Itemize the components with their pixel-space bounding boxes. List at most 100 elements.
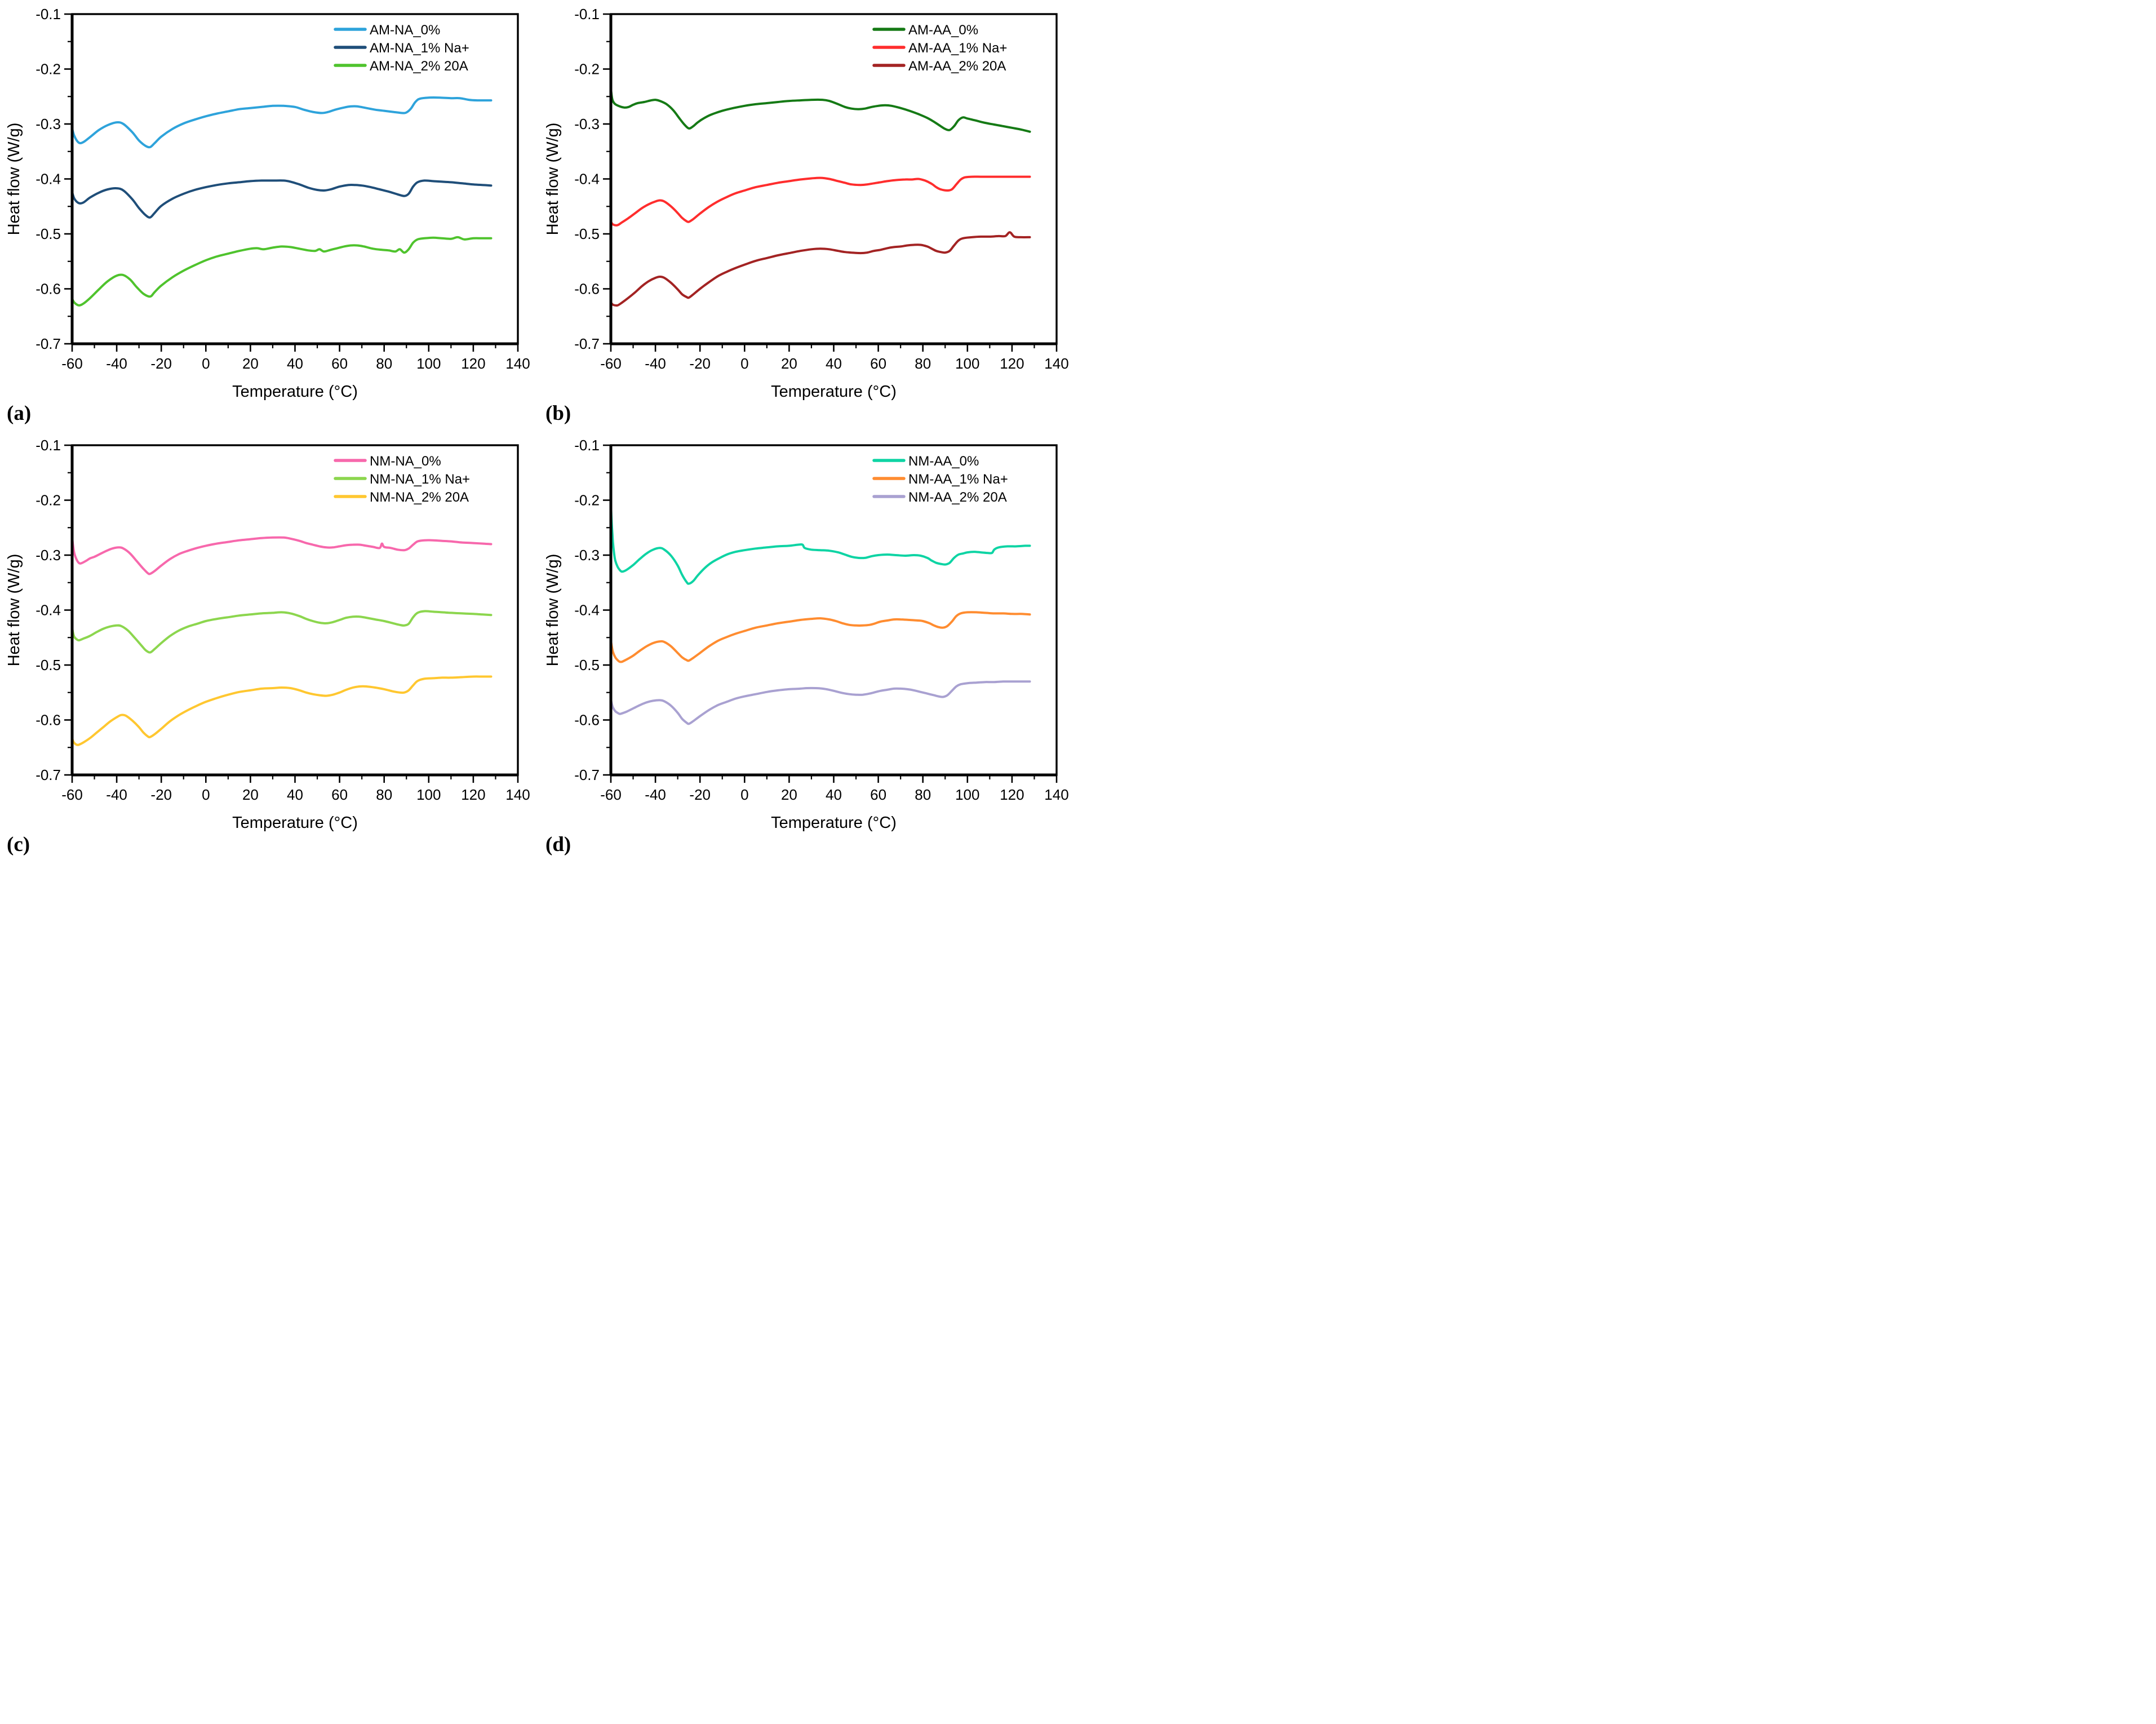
legend: AM-AA_0% AM-AA_1% Na+ AM-AA_2% 20A [872,23,1007,74]
y-tick-label: -0.2 [574,61,600,78]
dsc-chart: -60 -40 -20 0 20 40 60 80 100 120 140 Temperature (… [539,0,1077,431]
y-tick-label: -0.2 [36,492,61,509]
series-line-am-aa-1-na [610,175,1031,227]
legend-label: AM-AA_2% 20A [908,59,1006,74]
series-line-am-aa-2-20a [610,231,1031,307]
legend-item-nm-na-2-20a: NM-NA_2% 20A [334,490,469,505]
x-tick-label: -60 [61,786,83,803]
x-tick-label: 20 [781,355,797,372]
chart-background [539,431,1077,862]
legend-item-am-na-2-20a: AM-NA_2% 20A [334,59,468,74]
x-tick-label: -60 [61,355,83,372]
x-tick-label: 0 [740,355,748,372]
chart-nm-na: -60 -40 -20 0 20 40 60 80 100 120 140 Temperature (… [0,431,539,862]
legend-label: AM-NA_0% [370,23,440,38]
y-tick-label: -0.2 [36,61,61,78]
x-tick-label: 140 [505,355,530,372]
panel-letter-d: (d) [545,833,571,856]
series-line-am-na-0 [71,96,493,149]
y-tick-label: -0.3 [36,116,61,132]
x-tick-label: -60 [600,355,622,372]
y-tick-label: -0.2 [574,492,600,509]
series-line-nm-aa-1-na [610,611,1031,663]
y-tick-label: -0.1 [574,6,600,23]
y-tick-label: -0.1 [36,6,61,23]
y-tick-label: -0.5 [36,225,61,242]
chart-am-aa: -60 -40 -20 0 20 40 60 80 100 120 140 Temperature (… [539,0,1077,431]
x-tick-label: -20 [150,786,172,803]
series-group [610,500,1031,725]
series-line-am-na-1-na [71,179,493,219]
chart-am-na: -60 -40 -20 0 20 40 60 80 100 120 140 Temperature (… [0,0,539,431]
y-tick-label: -0.5 [574,225,600,242]
series-group [71,536,493,746]
x-tick-label: -40 [106,786,127,803]
dsc-chart: -60 -40 -20 0 20 40 60 80 100 120 140 Temperature (… [0,431,539,862]
x-tick-label: 0 [740,786,748,803]
y-tick-label: -0.4 [574,171,600,188]
y-axis: -0.1 -0.2 -0.3 -0.4 -0.5 -0.6 -0.7 Heat flow (W… [544,437,611,783]
x-tick-label: 40 [287,355,303,372]
panel-letter-a: (a) [7,402,32,425]
y-tick-label: -0.6 [574,712,600,729]
chart-background [539,0,1077,431]
series-line-nm-na-0 [71,536,493,575]
x-tick-label: 0 [202,355,210,372]
legend-item-am-aa-0: AM-AA_0% [872,23,978,38]
y-tick-label: -0.6 [36,281,61,298]
y-tick-label: -0.5 [574,657,600,673]
x-axis-title: Temperature (°C) [771,814,897,832]
series-group [71,96,493,307]
y-axis-title: Heat flow (W/g) [5,123,23,236]
x-tick-label: 60 [331,786,348,803]
x-tick-label: -40 [645,786,666,803]
x-tick-label: -20 [689,355,711,372]
panel-d: -60 -40 -20 0 20 40 60 80 100 120 140 Temperature (… [539,431,1078,862]
series-line-nm-na-2-20a [71,675,493,746]
x-tick-label: 40 [826,786,842,803]
x-tick-label: 100 [955,355,979,372]
legend-label: NM-AA_0% [908,454,979,469]
x-tick-label: 60 [331,355,348,372]
x-tick-label: 80 [376,786,392,803]
y-tick-label: -0.3 [574,547,600,564]
legend-item-nm-na-1-na: NM-NA_1% Na+ [334,472,470,487]
x-axis: -60 -40 -20 0 20 40 60 80 100 120 140 Temperature (… [600,775,1069,832]
y-tick-label: -0.3 [36,547,61,564]
y-tick-label: -0.3 [574,116,600,132]
legend-label: NM-NA_1% Na+ [370,472,470,487]
dsc-chart: -60 -40 -20 0 20 40 60 80 100 120 140 Temperature (… [0,0,539,431]
legend-label: AM-NA_1% Na+ [370,41,469,56]
x-tick-label: 80 [915,355,931,372]
legend-item-am-aa-2-20a: AM-AA_2% 20A [872,59,1006,74]
x-tick-label: 100 [955,786,979,803]
legend-label: NM-AA_1% Na+ [908,472,1008,487]
legend-label: NM-NA_2% 20A [370,490,469,505]
x-tick-label: 80 [376,355,392,372]
y-tick-label: -0.1 [36,437,61,454]
legend-label: AM-AA_0% [908,23,978,38]
legend: NM-AA_0% NM-AA_1% Na+ NM-AA_2% 20A [872,454,1008,505]
x-axis-title: Temperature (°C) [771,383,897,401]
legend-label: NM-AA_2% 20A [908,490,1007,505]
y-tick-label: -0.6 [574,281,600,298]
series-line-nm-aa-2-20a [610,680,1031,725]
x-tick-label: 120 [461,355,485,372]
legend-item-nm-aa-0: NM-AA_0% [872,454,979,469]
x-tick-label: 140 [1044,355,1068,372]
y-tick-label: -0.5 [36,657,61,673]
x-tick-label: 20 [242,786,259,803]
x-tick-label: -20 [689,786,711,803]
x-tick-label: 60 [870,786,886,803]
x-tick-label: 140 [505,786,530,803]
x-tick-label: 100 [416,355,441,372]
y-tick-label: -0.4 [36,602,61,619]
legend-item-am-aa-1-na: AM-AA_1% Na+ [872,41,1007,56]
panel-b: -60 -40 -20 0 20 40 60 80 100 120 140 Temperature (… [539,0,1078,431]
y-tick-label: -0.7 [574,766,600,783]
legend: AM-NA_0% AM-NA_1% Na+ AM-NA_2% 20A [334,23,469,74]
series-line-am-aa-0 [610,87,1031,133]
legend-label: AM-AA_1% Na+ [908,41,1007,56]
x-tick-label: -40 [645,355,666,372]
x-tick-label: 0 [202,786,210,803]
